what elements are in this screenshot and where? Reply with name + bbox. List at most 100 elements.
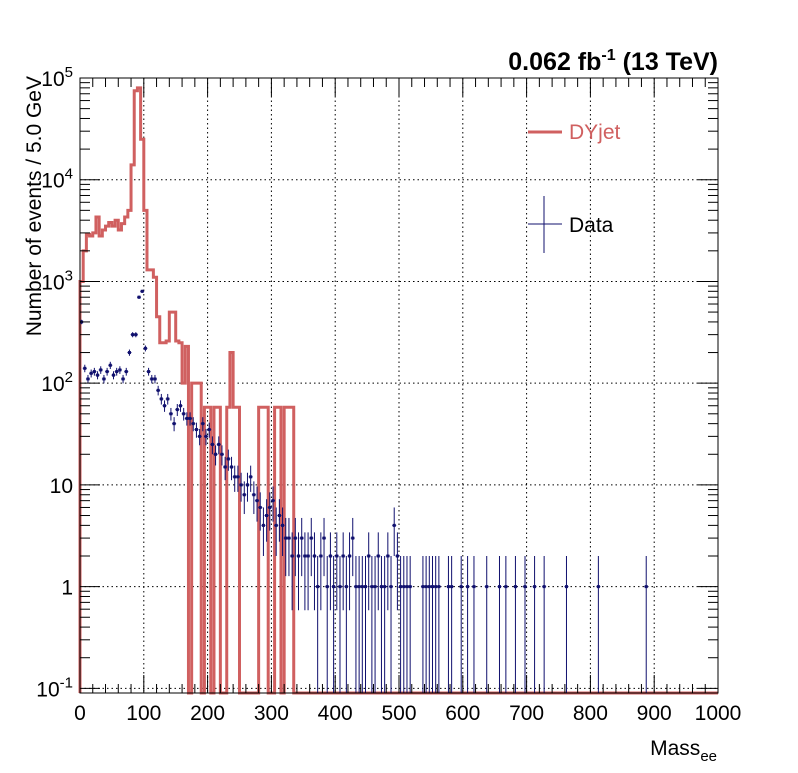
x-tick-label: 200 xyxy=(190,702,225,725)
data-point xyxy=(248,465,253,492)
x-tick-label: 300 xyxy=(254,702,289,725)
data-point xyxy=(92,367,97,376)
data-point xyxy=(267,492,272,531)
data-point xyxy=(159,393,164,405)
data-point xyxy=(191,417,196,432)
data-point xyxy=(226,449,231,471)
y-tick-label: 104 xyxy=(41,166,73,193)
data-point xyxy=(373,555,378,693)
data-point xyxy=(152,374,157,384)
data-point xyxy=(433,555,438,693)
data-point xyxy=(178,400,183,412)
data-point xyxy=(369,555,374,693)
data-point xyxy=(395,532,400,611)
x-tick-label: 1000 xyxy=(695,702,742,725)
data-point xyxy=(328,532,333,611)
data-point xyxy=(302,532,307,611)
data-point xyxy=(146,367,151,376)
data-point xyxy=(89,369,94,378)
data-point xyxy=(121,374,126,384)
data-point xyxy=(127,349,132,356)
data-point xyxy=(325,555,330,693)
data-point xyxy=(197,428,202,446)
data-point xyxy=(255,486,260,522)
legend: DYjet Data xyxy=(528,121,621,253)
data-point xyxy=(363,555,368,693)
data-point xyxy=(286,517,291,577)
data-point xyxy=(143,345,148,352)
data-point xyxy=(137,295,142,299)
data-point xyxy=(296,532,301,611)
data-point xyxy=(309,517,314,577)
x-axis-title: Massee xyxy=(650,737,717,765)
data-point xyxy=(341,532,346,611)
data-point xyxy=(344,555,349,693)
data-point xyxy=(347,532,352,611)
data-point xyxy=(379,555,384,693)
data-point xyxy=(239,472,244,502)
data-point xyxy=(111,371,116,380)
data-point xyxy=(446,555,451,693)
data-point xyxy=(82,364,87,373)
data-point xyxy=(162,400,167,412)
y-tick-label: 103 xyxy=(41,267,73,294)
data-point xyxy=(353,555,358,693)
data-point xyxy=(293,517,298,577)
data-point xyxy=(251,481,256,515)
x-tick-label: 500 xyxy=(381,702,416,725)
data-point xyxy=(277,499,282,542)
x-tick-labels: 0 100 200 300 400 500 600 700 800 900 1000 xyxy=(74,702,741,725)
data-point xyxy=(101,374,106,384)
y-tick-label: 1 xyxy=(61,577,73,600)
data-point xyxy=(357,555,362,693)
data-point xyxy=(140,289,145,293)
luminosity-label: 0.062 fb-1 (13 TeV) xyxy=(508,47,718,76)
y-tick-label: 102 xyxy=(41,369,73,396)
x-tick-label: 700 xyxy=(509,702,544,725)
data-point xyxy=(175,403,180,416)
data-point xyxy=(334,532,339,611)
data-point xyxy=(117,366,122,374)
data-point xyxy=(114,367,119,376)
data-points xyxy=(79,289,649,693)
data-point xyxy=(165,393,170,405)
data-point xyxy=(408,555,413,693)
data-point xyxy=(108,361,113,370)
dyjet-histogram xyxy=(78,86,718,695)
data-point xyxy=(133,332,138,338)
y-tick-labels: 10-1 1 10 102 103 104 105 xyxy=(36,64,73,701)
data-point xyxy=(389,555,394,693)
data-point xyxy=(258,492,263,531)
data-point xyxy=(449,555,454,693)
legend-data-label: Data xyxy=(569,214,614,237)
data-point xyxy=(360,555,365,693)
data-point xyxy=(596,555,601,693)
data-point xyxy=(315,555,320,693)
data-point xyxy=(200,417,205,432)
data-point xyxy=(564,555,569,693)
data-point xyxy=(430,555,435,693)
x-tick-label: 900 xyxy=(637,702,672,725)
data-point xyxy=(420,555,425,693)
data-point xyxy=(366,532,371,611)
legend-dyjet-label: DYjet xyxy=(569,121,621,144)
data-point xyxy=(124,367,129,376)
x-tick-label: 100 xyxy=(126,702,161,725)
data-point xyxy=(424,555,429,693)
data-point xyxy=(242,481,247,515)
data-point xyxy=(274,507,279,556)
data-point xyxy=(219,445,224,466)
data-point xyxy=(232,465,237,492)
data-point xyxy=(223,456,228,481)
data-point xyxy=(156,385,161,396)
data-point xyxy=(401,555,406,693)
data-point xyxy=(245,472,250,502)
data-point xyxy=(204,428,209,446)
axis-ticks xyxy=(79,77,719,694)
data-point xyxy=(503,555,508,693)
y-tick-label: 10 xyxy=(50,475,73,498)
data-point xyxy=(216,436,221,455)
data-point xyxy=(318,532,323,611)
data-point xyxy=(404,555,409,693)
